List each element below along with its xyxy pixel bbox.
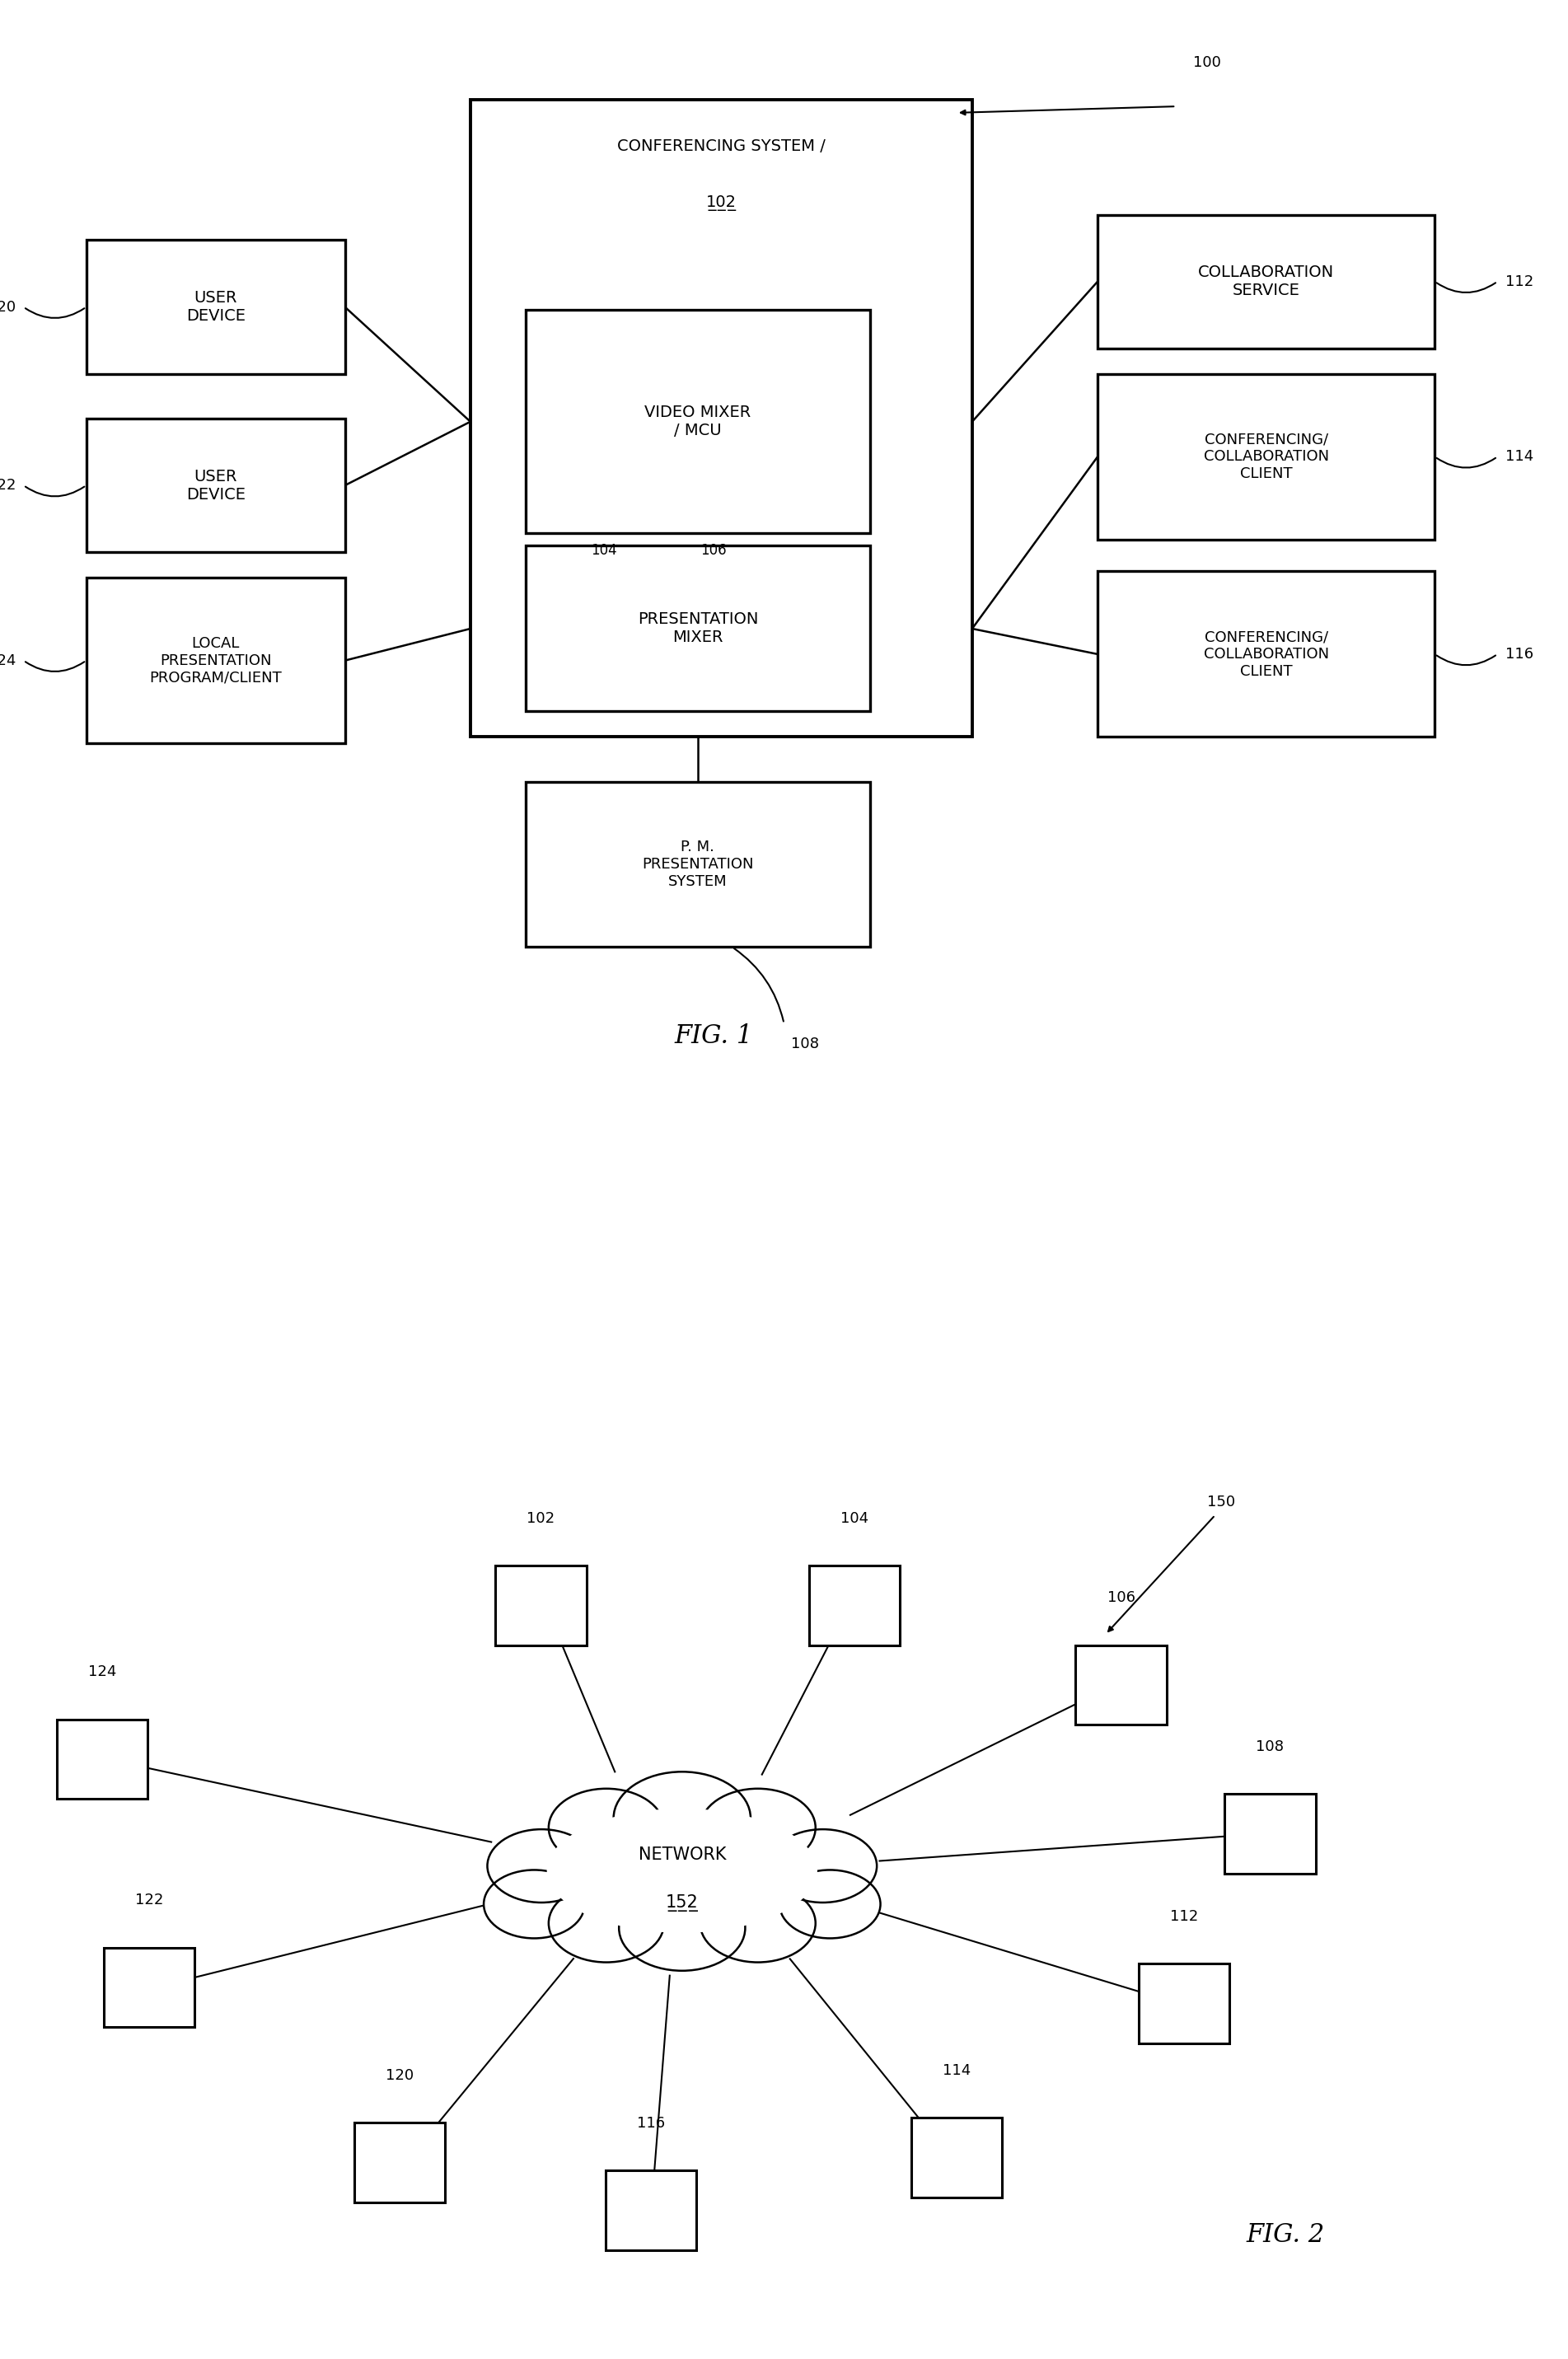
Text: 108: 108 [790, 1036, 818, 1052]
Bar [809, 1566, 900, 1644]
Text: 104: 104 [591, 543, 616, 559]
Text: VIDEO MIXER
/ MCU: VIDEO MIXER / MCU [644, 406, 751, 439]
Text: 150: 150 [1207, 1496, 1236, 1510]
Circle shape [779, 1871, 881, 1939]
Bar [1098, 571, 1435, 736]
Circle shape [619, 1885, 745, 1970]
Bar [86, 241, 345, 373]
Text: 116: 116 [1505, 646, 1534, 661]
Text: 106: 106 [1107, 1590, 1135, 1604]
Circle shape [768, 1828, 877, 1901]
Text: 1̲0̲2̲: 1̲0̲2̲ [706, 196, 737, 212]
Text: 100: 100 [1193, 54, 1221, 71]
Text: 112: 112 [1170, 1908, 1198, 1925]
Text: 120: 120 [386, 2069, 414, 2083]
Text: USER
DEVICE: USER DEVICE [187, 469, 245, 502]
Text: FIG. 2: FIG. 2 [1247, 2222, 1325, 2248]
Bar [470, 99, 972, 736]
Bar [1076, 1644, 1167, 1724]
Text: CONFERENCING/
COLLABORATION
CLIENT: CONFERENCING/ COLLABORATION CLIENT [1204, 630, 1328, 679]
Circle shape [549, 1788, 663, 1866]
Bar [1138, 1963, 1229, 2043]
Bar [525, 311, 870, 533]
Text: COLLABORATION
SERVICE: COLLABORATION SERVICE [1198, 264, 1334, 300]
Text: 112: 112 [1505, 274, 1534, 288]
Text: CONFERENCING SYSTEM /: CONFERENCING SYSTEM / [618, 139, 825, 153]
Bar [605, 2170, 696, 2250]
Text: P. M.
PRESENTATION
SYSTEM: P. M. PRESENTATION SYSTEM [641, 840, 754, 889]
Text: 122: 122 [135, 1892, 163, 1908]
Text: USER
DEVICE: USER DEVICE [187, 290, 245, 323]
Circle shape [613, 1772, 751, 1864]
Text: 124: 124 [0, 653, 16, 668]
Bar [1098, 375, 1435, 540]
Text: 120: 120 [0, 300, 16, 314]
Text: 102: 102 [527, 1510, 555, 1526]
Text: 122: 122 [0, 479, 16, 493]
Text: 108: 108 [1256, 1739, 1284, 1755]
Text: LOCAL
PRESENTATION
PROGRAM/CLIENT: LOCAL PRESENTATION PROGRAM/CLIENT [149, 637, 282, 684]
Circle shape [699, 1885, 815, 1963]
Bar [525, 781, 870, 946]
Bar [354, 2123, 445, 2203]
Text: NETWORK: NETWORK [638, 1847, 726, 1864]
Bar [86, 418, 345, 552]
Text: 116: 116 [637, 2116, 665, 2130]
Bar [1225, 1793, 1316, 1873]
Text: 114: 114 [1505, 448, 1534, 465]
Ellipse shape [547, 1809, 817, 1932]
Bar [1098, 215, 1435, 349]
Text: PRESENTATION
MIXER: PRESENTATION MIXER [638, 611, 757, 646]
Text: 1̲5̲2̲: 1̲5̲2̲ [666, 1894, 698, 1911]
Circle shape [483, 1871, 585, 1939]
Text: 106: 106 [701, 543, 726, 559]
Bar [103, 1949, 194, 2026]
Text: CONFERENCING/
COLLABORATION
CLIENT: CONFERENCING/ COLLABORATION CLIENT [1204, 432, 1328, 481]
Text: FIG. 1: FIG. 1 [674, 1024, 753, 1050]
Text: 124: 124 [88, 1665, 116, 1680]
Bar [495, 1566, 586, 1644]
Bar [525, 545, 870, 712]
Circle shape [488, 1828, 596, 1901]
Bar [86, 578, 345, 743]
Circle shape [699, 1788, 815, 1866]
Bar [911, 2118, 1002, 2196]
Circle shape [549, 1885, 663, 1963]
Bar [56, 1720, 147, 1800]
Text: 104: 104 [840, 1510, 869, 1526]
Text: 114: 114 [942, 2062, 971, 2078]
